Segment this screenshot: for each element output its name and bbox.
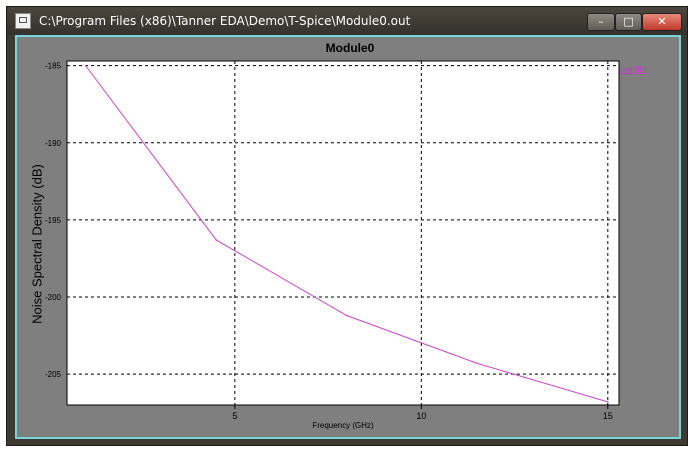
- data-point: [607, 401, 609, 403]
- close-button[interactable]: ✕: [642, 13, 682, 31]
- y-tick-label: -205: [45, 370, 62, 379]
- minimize-button[interactable]: –: [587, 13, 615, 31]
- y-tick-label: -190: [45, 139, 62, 148]
- window-title: C:\Program Files (x86)\Tanner EDA\Demo\T…: [39, 14, 411, 28]
- series-layer: [84, 64, 609, 403]
- data-point: [84, 64, 87, 67]
- maximize-button[interactable]: □: [615, 13, 642, 31]
- plot-client-area: Module0 onoise(db) Noise Spectral Densit…: [15, 35, 681, 439]
- data-point: [345, 314, 348, 317]
- x-axis-title: Frequency (GHz): [312, 421, 374, 430]
- data-point: [476, 362, 479, 365]
- x-tick-label: 10: [416, 411, 426, 421]
- y-tick-label: -185: [45, 62, 62, 71]
- x-tick-label: 15: [603, 411, 613, 421]
- tick-labels: 5 10 15 -185 -190 -195 -200 -205: [45, 62, 613, 421]
- plot-background: [66, 60, 620, 406]
- chart-plot-area[interactable]: 5 10 15 -185 -190 -195 -200 -205: [45, 60, 620, 421]
- legend-entry-onoise[interactable]: onoise(db): [609, 65, 647, 74]
- y-axis-title: Noise Spectral Density (dB): [29, 164, 45, 324]
- y-tick-label: -195: [45, 216, 62, 225]
- waveform-viewer-icon[interactable]: [15, 13, 31, 29]
- y-tick-label: -200: [45, 293, 62, 302]
- plot-title: Module0: [325, 41, 375, 55]
- x-tick-label: 5: [232, 411, 237, 421]
- data-point: [215, 239, 217, 241]
- app-window: C:\Program Files (x86)\Tanner EDA\Demo\T…: [6, 6, 688, 446]
- title-bar[interactable]: C:\Program Files (x86)\Tanner EDA\Demo\T…: [7, 7, 687, 35]
- grid-lines: [67, 61, 619, 409]
